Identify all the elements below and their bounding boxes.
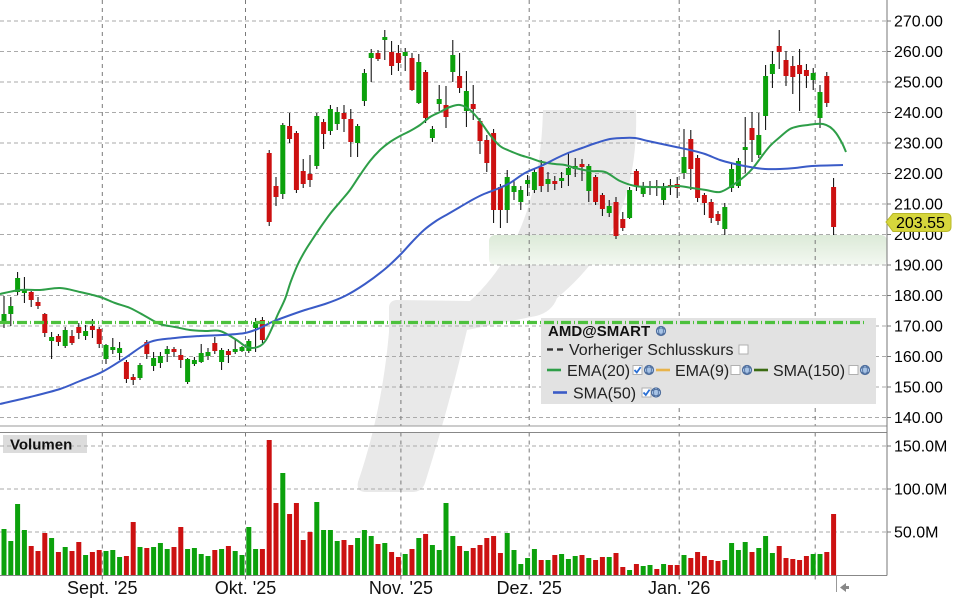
svg-text:190.00: 190.00 — [894, 258, 943, 275]
svg-text:EMA(9): EMA(9) — [675, 363, 729, 380]
svg-text:220.00: 220.00 — [894, 166, 943, 183]
svg-text:50.0M: 50.0M — [894, 525, 938, 542]
svg-text:230.00: 230.00 — [894, 136, 943, 153]
svg-text:240.00: 240.00 — [894, 105, 943, 122]
svg-text:270.00: 270.00 — [894, 14, 943, 31]
svg-text:180.00: 180.00 — [894, 288, 943, 305]
svg-text:Okt. '25: Okt. '25 — [215, 578, 276, 598]
svg-text:SMA(50): SMA(50) — [573, 386, 636, 403]
svg-text:150.00: 150.00 — [894, 380, 943, 397]
svg-text:AMD@SMART: AMD@SMART — [548, 323, 650, 340]
svg-text:160.00: 160.00 — [894, 349, 943, 366]
svg-text:Volumen: Volumen — [10, 437, 72, 454]
svg-text:100.0M: 100.0M — [894, 482, 947, 499]
svg-text:SMA(150): SMA(150) — [773, 363, 845, 380]
svg-text:EMA(20): EMA(20) — [567, 363, 630, 380]
svg-text:Sept. '25: Sept. '25 — [67, 578, 138, 598]
svg-text:Dez. '25: Dez. '25 — [496, 578, 561, 598]
svg-text:Vorheriger Schlusskurs: Vorheriger Schlusskurs — [569, 342, 734, 359]
svg-text:150.0M: 150.0M — [894, 439, 947, 456]
svg-text:250.00: 250.00 — [894, 75, 943, 92]
svg-text:260.00: 260.00 — [894, 44, 943, 61]
svg-text:140.00: 140.00 — [894, 410, 943, 427]
svg-text:203.55: 203.55 — [896, 215, 945, 232]
svg-text:210.00: 210.00 — [894, 197, 943, 214]
svg-text:170.00: 170.00 — [894, 319, 943, 336]
svg-text:Nov. '25: Nov. '25 — [369, 578, 433, 598]
svg-text:Jan. '26: Jan. '26 — [648, 578, 710, 598]
